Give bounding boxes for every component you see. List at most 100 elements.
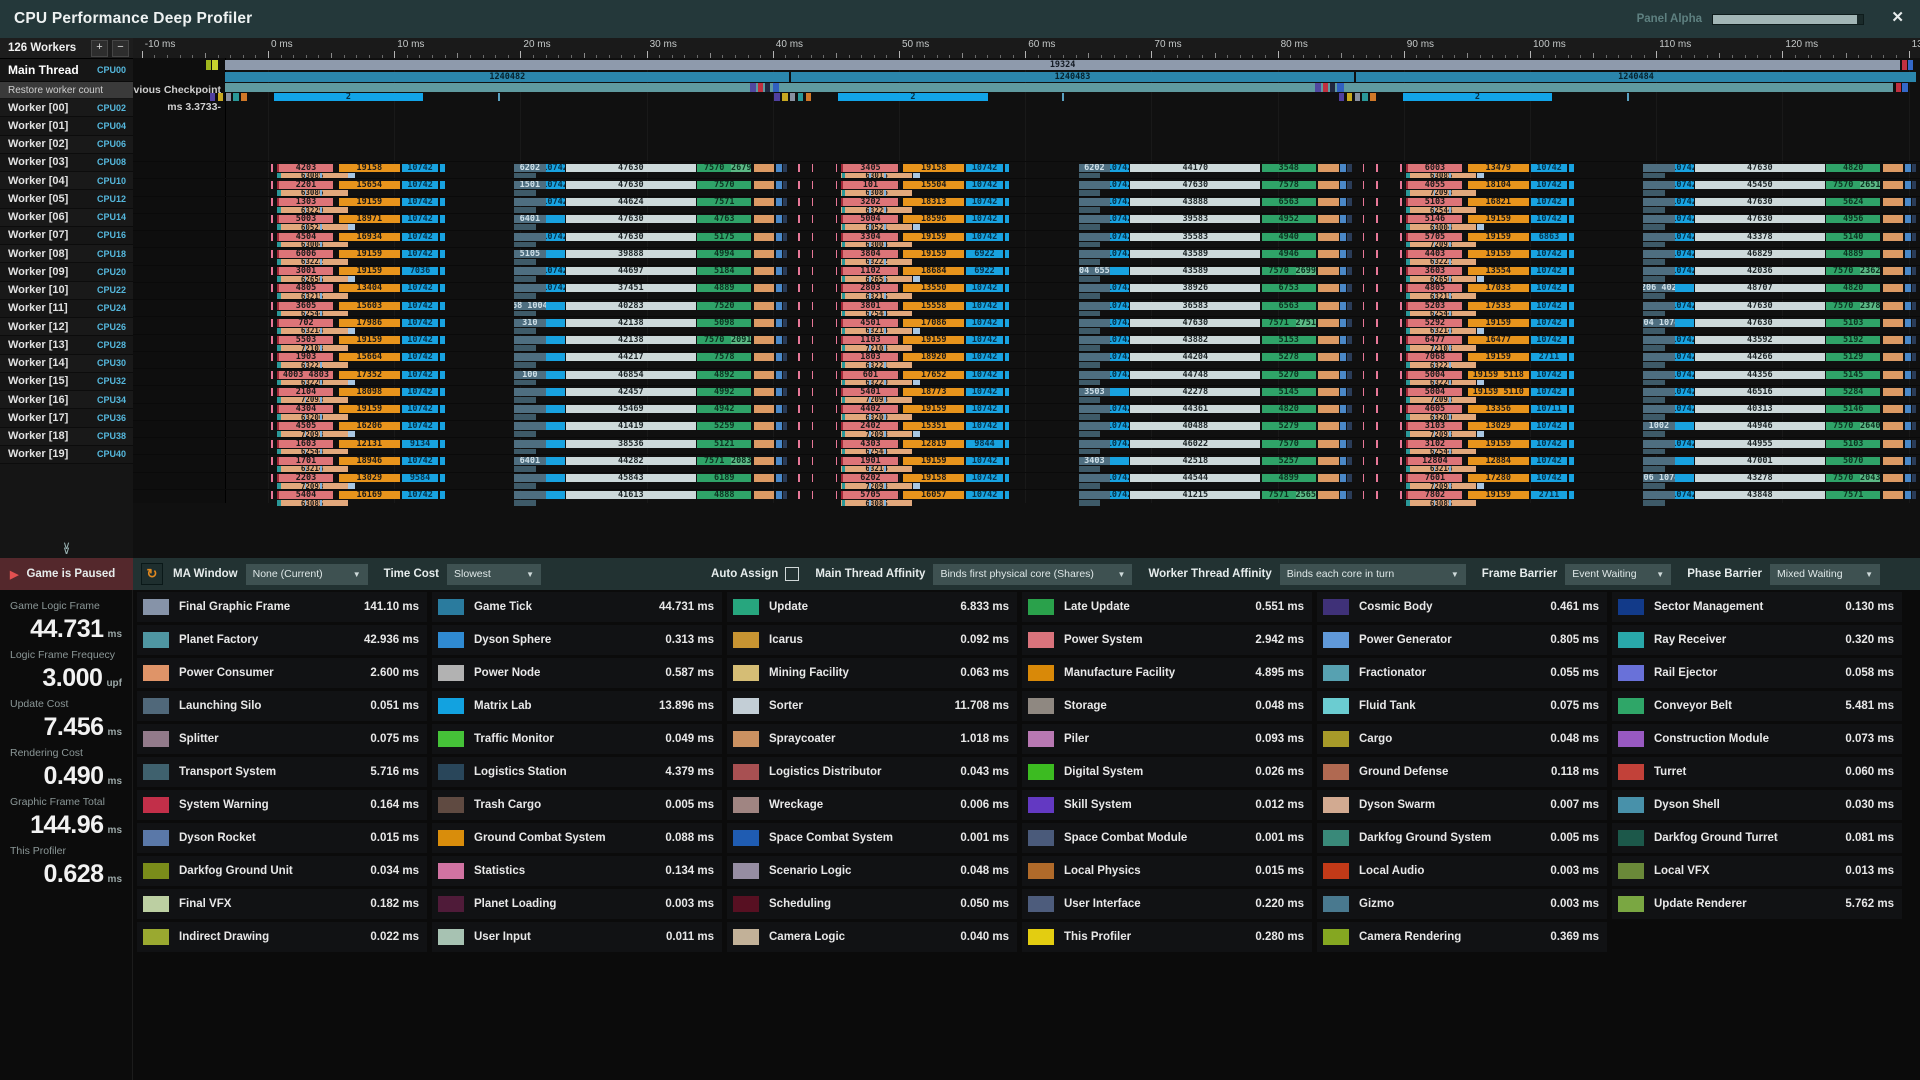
sidebar-item-worker-05[interactable]: Worker [05] CPU12 — [0, 190, 133, 209]
flame-graph-body[interactable]: Previous Checkpoint -3.3733 ms 193241240… — [133, 58, 1920, 558]
sidebar-item-worker-07[interactable]: Worker [07] CPU16 — [0, 226, 133, 245]
tick-mark — [811, 267, 814, 275]
red-bar: 4402 — [841, 405, 898, 413]
worker-label: Worker [17] — [8, 411, 69, 424]
sidebar-item-worker-14[interactable]: Worker [14] CPU30 — [0, 354, 133, 373]
sidebar-item-worker-18[interactable]: Worker [18] CPU38 — [0, 427, 133, 446]
metric-value: 141.10 ms — [364, 601, 419, 613]
green-bar: 6753 — [1261, 284, 1316, 293]
metric-label: User Input — [474, 931, 531, 943]
metric-color-swatch — [1618, 665, 1644, 681]
fleck — [319, 224, 322, 231]
restore-worker-count-button[interactable]: Restore worker count — [0, 82, 133, 98]
slate-bar — [1078, 318, 1111, 327]
sidebar-item-worker-02[interactable]: Worker [02] CPU06 — [0, 135, 133, 154]
cyan-bar: 7036 — [401, 267, 439, 275]
phase-barrier-dropdown[interactable]: Mixed Waiting ▼ — [1770, 563, 1880, 585]
fleck — [1569, 163, 1574, 172]
tan-bar — [1882, 198, 1904, 206]
fleck — [869, 327, 871, 334]
sub-bar: 63215 — [1405, 293, 1477, 300]
cyan-bar — [545, 491, 565, 500]
sidebar-item-worker-06[interactable]: Worker [06] CPU14 — [0, 208, 133, 227]
stat-value: 0.628 — [43, 860, 104, 888]
orange-bar: 19159 — [1467, 439, 1529, 448]
green-bar: 7571 — [1826, 491, 1881, 500]
red-bar: 3001 — [276, 267, 334, 275]
table-row: Local VFX 0.013 ms — [1612, 856, 1902, 886]
worker-thread-affinity-dropdown[interactable]: Binds each core in turn ▼ — [1279, 563, 1466, 585]
orange-bar: 19159 — [903, 249, 965, 258]
fleck — [884, 431, 887, 438]
ruler-tick — [949, 55, 951, 58]
metric-color-swatch — [438, 896, 464, 912]
ruler-tick — [886, 55, 888, 58]
slate-sub-bar — [1078, 345, 1101, 351]
sidebar-item-worker-09[interactable]: Worker [09] CPU20 — [0, 263, 133, 282]
stat-unit: ms — [107, 629, 122, 640]
ruler-tick — [999, 55, 1001, 58]
ruler-tick — [545, 55, 547, 58]
tick-mark — [1376, 405, 1378, 413]
orange-bar: 17033 — [1467, 284, 1529, 293]
ruler-tick — [1807, 55, 1809, 58]
panel-alpha-slider[interactable] — [1712, 13, 1864, 25]
metric-value: 0.001 ms — [1255, 832, 1304, 844]
sidebar-item-worker-15[interactable]: Worker [15] CPU32 — [0, 372, 133, 391]
sidebar-item-worker-13[interactable]: Worker [13] CPU28 — [0, 336, 133, 355]
ruler-tick — [1227, 55, 1229, 58]
sidebar-item-worker-01[interactable]: Worker [01] CPU04 — [0, 117, 133, 136]
tan-bar — [753, 491, 775, 500]
sidebar-item-worker-19[interactable]: Worker [19] CPU40 — [0, 445, 133, 464]
slate-bar: 6401 — [514, 456, 546, 465]
main-chip — [1314, 82, 1321, 92]
sidebar-item-worker-12[interactable]: Worker [12] CPU26 — [0, 318, 133, 337]
tick-mark — [1376, 370, 1378, 379]
sidebar-item-worker-10[interactable]: Worker [10] CPU22 — [0, 281, 133, 300]
tan-bar — [1882, 387, 1904, 396]
metric-color-swatch — [733, 830, 759, 846]
gray-bar: 46854 — [565, 370, 696, 379]
gray-bar: 43378 — [1694, 232, 1825, 241]
sidebar-item-main-thread[interactable]: Main Thread CPU00 — [0, 59, 133, 82]
cyan-bar: 10742 — [1110, 301, 1130, 310]
game-paused-indicator[interactable]: ▶ Game is Paused — [0, 558, 133, 590]
fleck — [1004, 163, 1010, 172]
fleck — [1406, 189, 1410, 196]
metric-label: Local Audio — [1359, 865, 1425, 877]
slate-bar — [514, 491, 546, 500]
cyan-bar: 10742 — [545, 180, 565, 189]
sidebar-item-worker-03[interactable]: Worker [03] CPU08 — [0, 153, 133, 172]
ma-window-dropdown[interactable]: None (Current) ▼ — [245, 563, 368, 585]
remove-worker-button[interactable]: − — [112, 39, 129, 57]
slate-sub-bar — [514, 379, 536, 386]
sidebar-item-worker-00[interactable]: Worker [00] CPU02 — [0, 99, 133, 118]
close-icon[interactable]: ✕ — [1891, 9, 1904, 26]
sidebar-item-worker-04[interactable]: Worker [04] CPU10 — [0, 172, 133, 191]
main-thread-affinity-dropdown[interactable]: Binds first physical core (Shares) ▼ — [933, 563, 1133, 585]
fleck — [1904, 491, 1911, 500]
matrix-tick — [497, 92, 500, 101]
fleck — [440, 422, 445, 431]
time-cost-dropdown[interactable]: Slowest ▼ — [447, 563, 542, 585]
tick-mark — [811, 387, 814, 396]
sidebar-item-worker-16[interactable]: Worker [16] CPU34 — [0, 391, 133, 410]
table-row: Traffic Monitor 0.049 ms — [432, 724, 722, 754]
timeline-panel[interactable]: -10 ms 0 ms 10 ms 20 ms 30 ms 40 ms 50 ms 60 ms… — [133, 38, 1920, 558]
collapse-workers-chevron-icon[interactable]: ∨ ∨ — [62, 540, 71, 557]
frame-barrier-dropdown[interactable]: Event Waiting ▼ — [1565, 563, 1672, 585]
fleck — [440, 267, 445, 275]
orange-bar: 19159 — [338, 267, 400, 275]
slate-sub-bar — [1643, 327, 1665, 334]
red-bar: 5705 — [1405, 232, 1463, 241]
add-worker-button[interactable]: + — [91, 39, 108, 57]
metric-label: Final Graphic Frame — [179, 601, 291, 613]
sidebar-item-worker-08[interactable]: Worker [08] CPU18 — [0, 245, 133, 264]
auto-assign-checkbox[interactable] — [785, 567, 800, 581]
refresh-icon[interactable]: ↻ — [141, 563, 163, 585]
tick-mark — [798, 422, 800, 431]
green-bar: 6563 — [1261, 301, 1316, 310]
sidebar-item-worker-17[interactable]: Worker [17] CPU36 — [0, 409, 133, 428]
sidebar-item-worker-11[interactable]: Worker [11] CPU24 — [0, 299, 133, 318]
metric-label: Mining Facility — [769, 667, 849, 679]
